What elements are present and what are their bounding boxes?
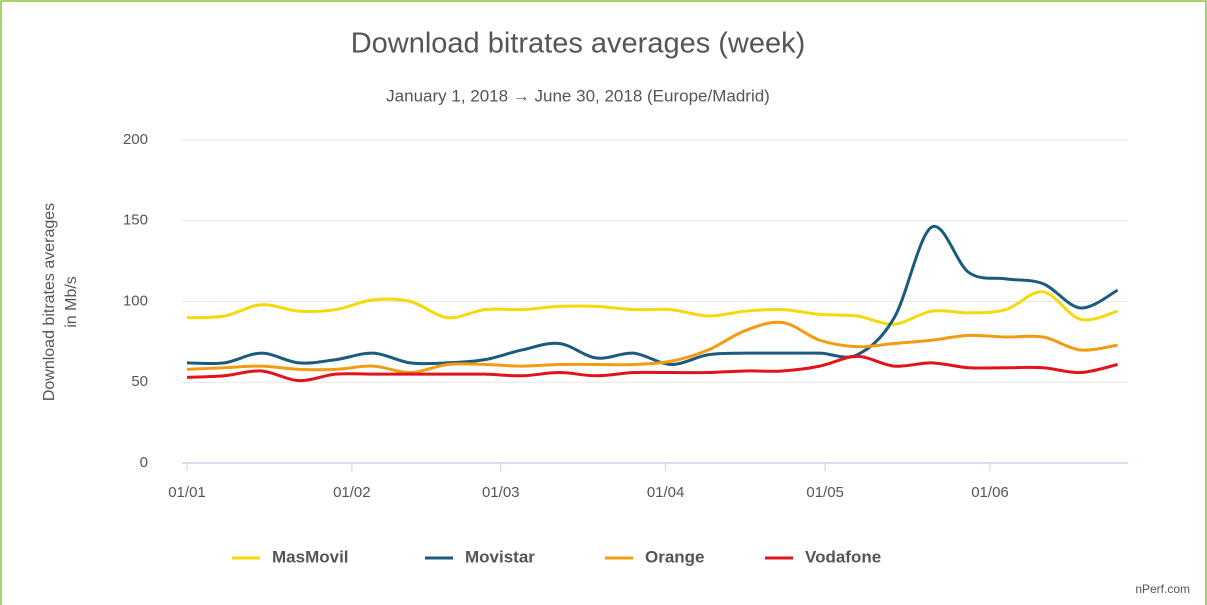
- legend-label: MasMovil: [272, 547, 349, 566]
- legend-label: Orange: [645, 547, 705, 566]
- source: nPerf.com: [1135, 582, 1190, 596]
- x-tick-label: 01/06: [971, 484, 1009, 501]
- series-line: [186, 320, 1118, 375]
- chart-title: Download bitrates averages (week): [351, 28, 806, 60]
- x-tick-label: 01/01: [168, 484, 206, 501]
- y-tick-label: 200: [123, 131, 148, 148]
- y-axis-label: in Mb/s: [63, 276, 80, 328]
- legend-label: Movistar: [465, 547, 535, 566]
- x-tick-label: 01/04: [647, 484, 685, 501]
- series-line: [186, 354, 1118, 383]
- series-line: [186, 224, 1119, 366]
- chart-subtitle: January 1, 2018 → June 30, 2018 (Europe/…: [386, 86, 770, 105]
- y-axis-label: Download bitrates averages: [41, 203, 58, 401]
- x-tick-label: 01/03: [482, 484, 520, 501]
- series-line: [186, 290, 1119, 326]
- y-tick-label: 100: [123, 292, 148, 309]
- x-tick-label: 01/02: [333, 484, 371, 501]
- y-tick-label: 0: [140, 454, 148, 471]
- y-tick-label: 50: [131, 373, 148, 390]
- y-tick-label: 150: [123, 212, 148, 229]
- x-tick-label: 01/05: [806, 484, 844, 501]
- legend-label: Vodafone: [805, 547, 881, 566]
